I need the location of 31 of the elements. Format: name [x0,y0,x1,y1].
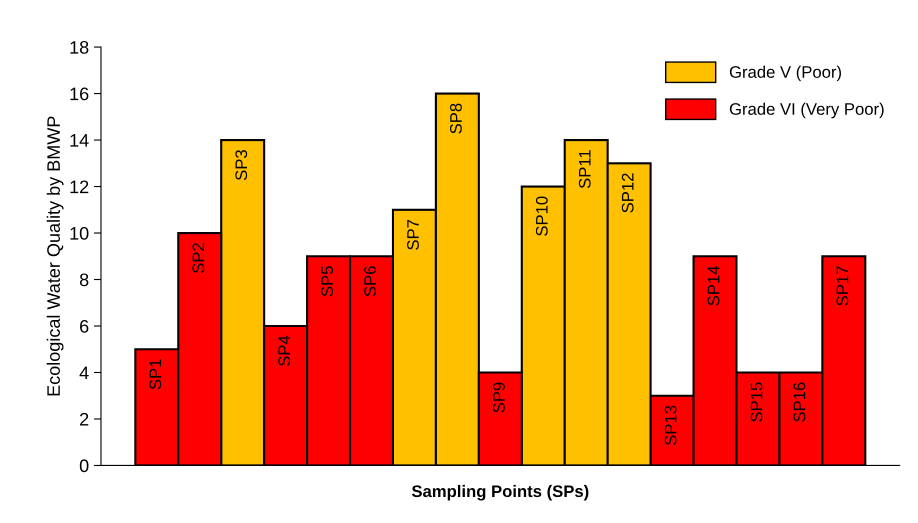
x-tick-label: SP6 [364,266,376,296]
y-tick-label: 10 [70,226,88,240]
x-tick-label: SP11 [578,150,591,188]
x-tick-label: SP8 [450,104,462,134]
legend-label: Grade V (Poor) [730,66,841,82]
x-tick-label: SP14 [708,266,720,306]
y-tick-label: 18 [70,41,88,54]
x-tick-label: SP12 [622,173,634,213]
y-tick-label: 16 [70,87,88,100]
x-tick-label: SP7 [407,220,419,250]
x-tick-label: SP9 [492,382,505,413]
x-tick-label: SP2 [192,243,204,274]
x-tick-label: SP5 [321,266,334,296]
y-tick-label: 12 [70,180,88,194]
x-tick-label: SP10 [536,196,548,236]
y-tick-label: 0 [80,459,88,472]
y-tick-label: 2 [80,412,88,426]
y-tick-label: 6 [80,320,88,333]
x-tick-label: SP15 [750,382,762,422]
y-tick-label: 4 [80,366,89,380]
x-tick-label: SP4 [278,336,290,366]
y-tick-label: 8 [80,273,88,286]
x-axis-title: Sampling Points (SPs) [412,484,588,501]
x-tick-label: SP1 [149,359,162,390]
legend-label: Grade VI (Very Poor) [730,102,884,118]
x-tick-label: SP3 [235,150,248,180]
x-tick-label: SP13 [664,406,677,446]
y-axis-title: Ecological Water Quality by BMWP [46,116,64,396]
x-tick-label: SP17 [836,266,848,306]
x-tick-label: SP16 [794,382,806,422]
y-tick-label: 14 [70,134,89,147]
